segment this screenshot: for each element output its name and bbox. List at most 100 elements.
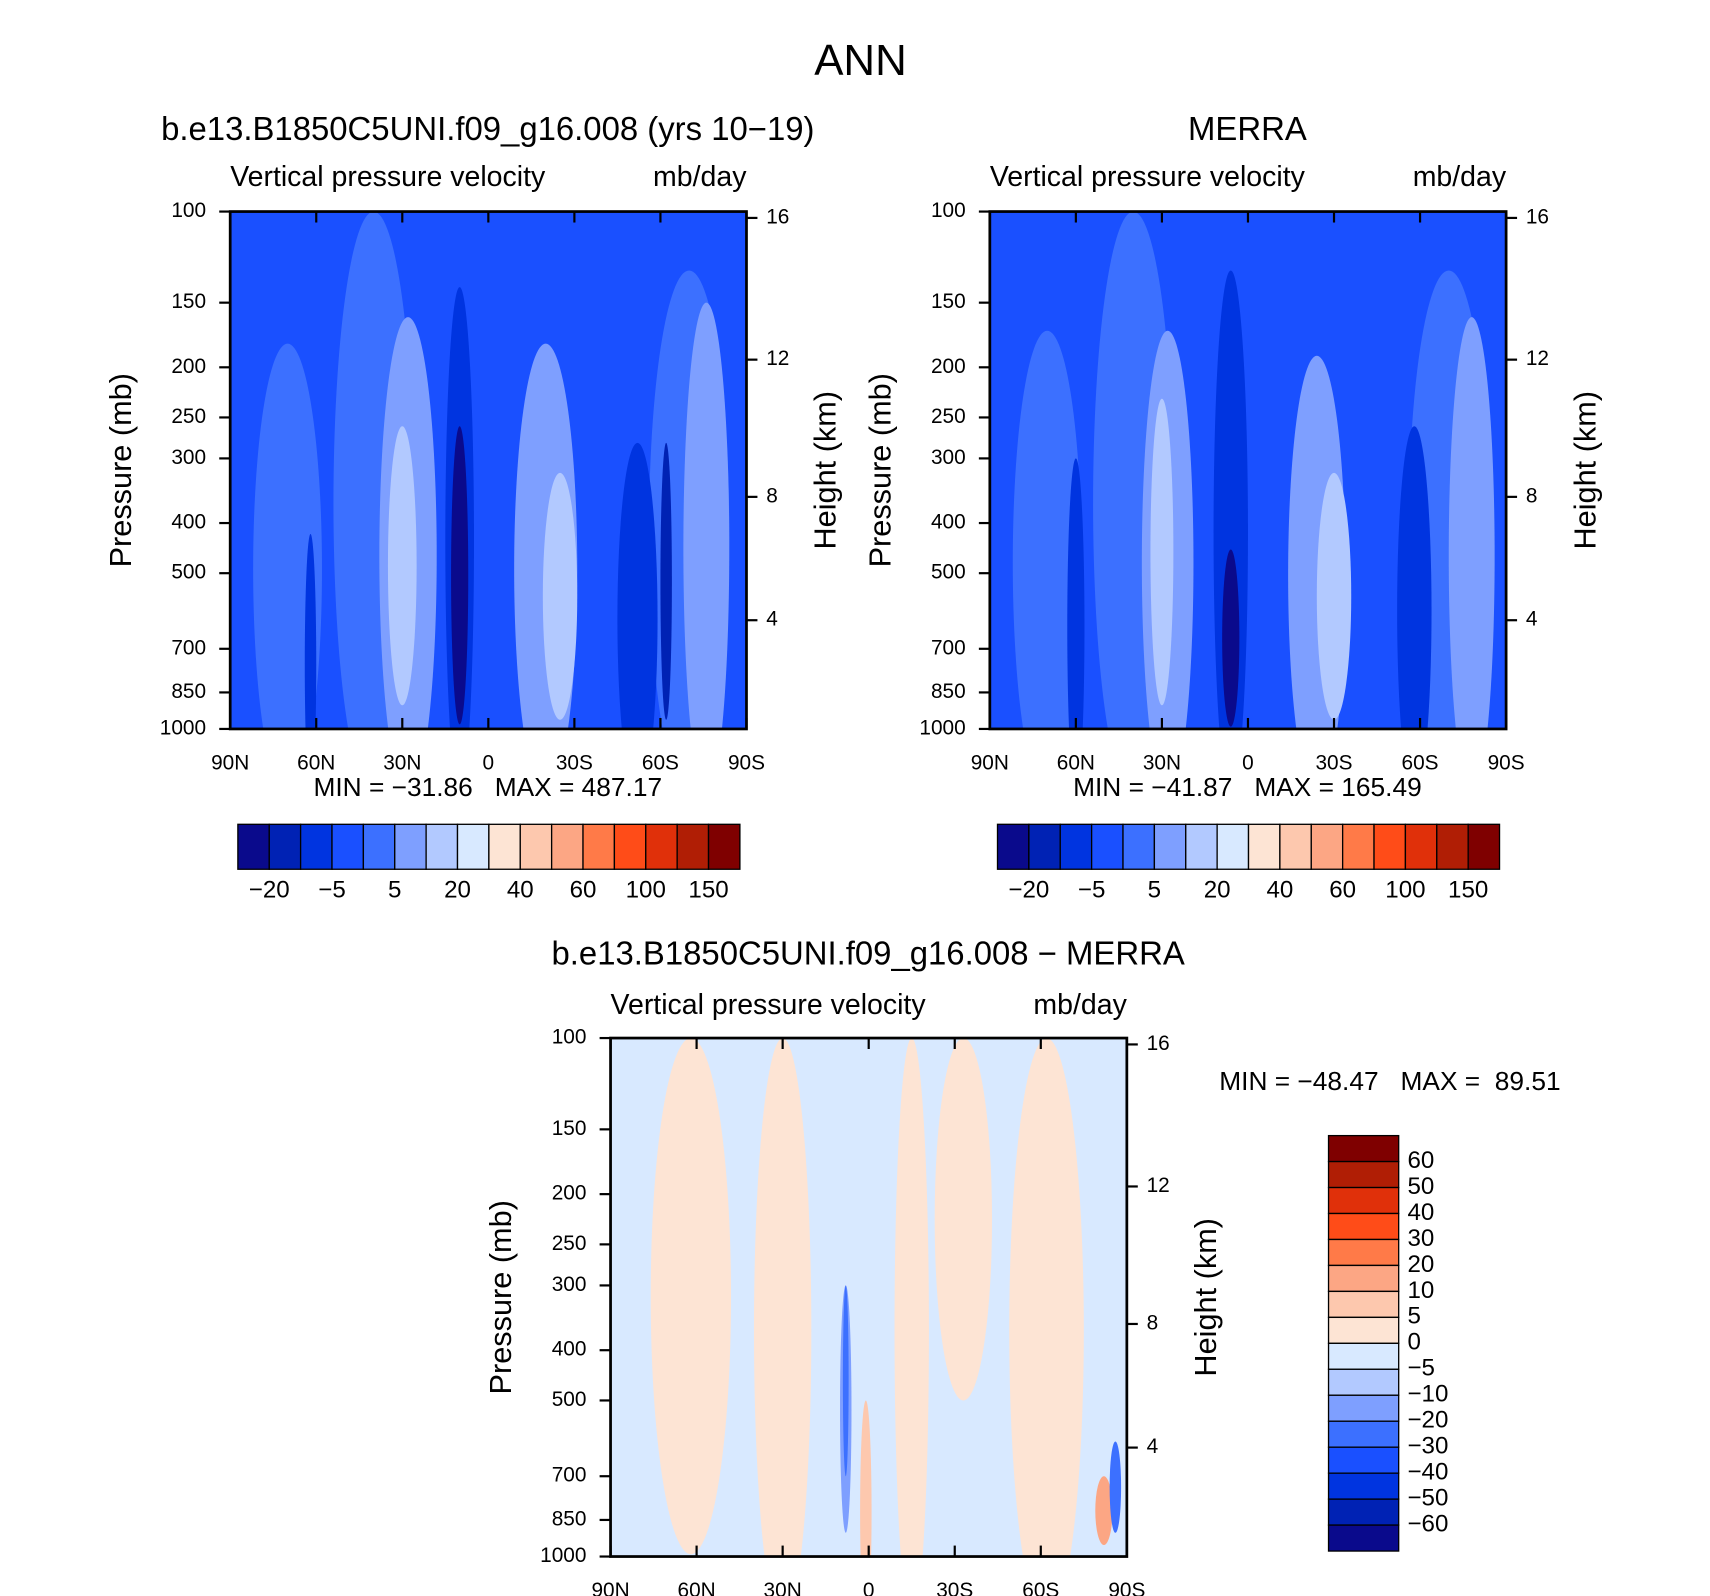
x-tick-label: 30N <box>764 1579 802 1596</box>
y-tick-label: 400 <box>552 1338 587 1361</box>
colorbar-label: 100 <box>1385 877 1425 904</box>
colorbar-box <box>1404 823 1438 870</box>
y-tick-label: 150 <box>931 290 966 313</box>
contour-region <box>1012 330 1082 729</box>
x-tick-label: 60S <box>642 752 679 775</box>
colorbar-box <box>1028 823 1061 870</box>
colorbar-label: 40 <box>507 877 534 904</box>
colorbar-box <box>1327 1316 1400 1344</box>
x-tick-label: 60N <box>297 752 335 775</box>
y2-tick-label: 12 <box>766 347 789 370</box>
colorbar-box <box>1327 1368 1400 1396</box>
y-tick-label: 300 <box>171 446 206 469</box>
y-tick-label: 200 <box>931 355 966 378</box>
x-tick-label: 90S <box>1108 1579 1145 1596</box>
contour-region <box>860 1400 872 1557</box>
y-tick-label: 700 <box>931 636 966 659</box>
y-axis-label: Pressure (mb) <box>103 373 138 567</box>
contour-region <box>1009 1038 1084 1557</box>
contour-region <box>660 442 672 720</box>
x-tick-label: 0 <box>1242 752 1254 775</box>
colorbar-label: 20 <box>1204 877 1231 904</box>
panel-units: mb/day <box>1413 161 1507 193</box>
y-tick-label: 200 <box>552 1182 587 1205</box>
contour-region <box>617 442 658 729</box>
colorbar-box <box>268 823 302 870</box>
colorbar-box <box>1467 823 1501 870</box>
colorbar-label: −20 <box>1008 877 1049 904</box>
contour-region <box>1448 317 1495 729</box>
x-tick-label: 90N <box>211 752 249 775</box>
panel-subtitle: Vertical pressure velocity <box>230 161 546 193</box>
y2-axis-label: Height (km) <box>808 391 843 550</box>
panel-title: b.e13.B1850C5UNI.f09_g16.008 − MERRA <box>552 935 1185 972</box>
x-tick-label: 90N <box>971 752 1009 775</box>
colorbar-label: 40 <box>1407 1199 1434 1226</box>
y-tick-label: 500 <box>931 561 966 584</box>
x-tick-label: 30S <box>936 1579 973 1596</box>
contour-region <box>451 426 469 725</box>
y2-tick-label: 8 <box>766 484 778 507</box>
colorbar-label: −20 <box>1407 1407 1448 1434</box>
colorbar-box <box>519 823 553 870</box>
contour-region <box>1095 1476 1113 1545</box>
y-tick-label: 400 <box>931 511 966 534</box>
x-tick-label: 30N <box>383 752 421 775</box>
y-tick-label: 250 <box>931 405 966 428</box>
colorbar-label: 60 <box>1407 1147 1434 1174</box>
colorbar-label: −5 <box>1078 877 1106 904</box>
colorbar-label: −40 <box>1407 1459 1448 1486</box>
colorbar-box <box>1327 1134 1400 1163</box>
y-tick-label: 100 <box>552 1026 587 1049</box>
y-tick-label: 150 <box>552 1117 587 1140</box>
colorbar-label: 60 <box>570 877 597 904</box>
colorbar-label: 150 <box>1448 877 1488 904</box>
colorbar-box <box>1327 1186 1400 1215</box>
y2-tick-label: 4 <box>766 608 778 631</box>
colorbar-label: 150 <box>688 877 728 904</box>
colorbar-label: 50 <box>1407 1173 1434 1200</box>
colorbar-box <box>1373 823 1407 870</box>
colorbar-box <box>1327 1446 1400 1474</box>
contour-field <box>610 1038 1127 1557</box>
min-max-annotation: MIN = −48.47 MAX = 89.51 <box>1219 1066 1560 1096</box>
colorbar-box <box>1341 823 1375 870</box>
contour-region <box>1109 1441 1122 1533</box>
y-tick-label: 850 <box>171 680 206 703</box>
colorbar-label: −50 <box>1407 1484 1448 1511</box>
colorbar-box <box>331 823 365 870</box>
x-tick-label: 90S <box>728 752 765 775</box>
y-axis-label: Pressure (mb) <box>863 373 898 567</box>
y-tick-label: 850 <box>931 680 966 703</box>
y-axis-label: Pressure (mb) <box>483 1200 518 1394</box>
y-tick-label: 1000 <box>919 716 965 739</box>
panel-subtitle: Vertical pressure velocity <box>990 161 1306 193</box>
contour-region <box>387 426 417 706</box>
y-tick-label: 250 <box>171 405 206 428</box>
colorbar-box <box>1327 1290 1400 1319</box>
colorbar-box <box>1327 1394 1400 1422</box>
y-tick-label: 100 <box>931 199 966 222</box>
colorbar-label: 0 <box>1407 1329 1420 1356</box>
y-tick-label: 150 <box>171 290 206 313</box>
colorbar-box <box>1247 823 1281 870</box>
contour-field <box>230 211 747 729</box>
y2-tick-label: 8 <box>1526 484 1538 507</box>
panel-units: mb/day <box>1033 989 1127 1021</box>
contour-region <box>1150 398 1174 706</box>
x-tick-label: 90N <box>591 1579 629 1596</box>
contour-region <box>1316 472 1352 720</box>
colorbar-box <box>488 823 521 870</box>
panel: b.e13.B1850C5UNI.f09_g16.008 (yrs 10−19)… <box>103 110 843 903</box>
colorbar-box <box>1185 823 1218 870</box>
colorbar-label: 5 <box>1407 1303 1420 1330</box>
colorbar-box <box>1327 1238 1400 1267</box>
figure-body: ANN b.e13.B1850C5UNI.f09_g16.008 (yrs 10… <box>103 36 1602 1596</box>
x-tick-label: 30S <box>1315 752 1352 775</box>
colorbar-box <box>1059 823 1093 870</box>
contour-region <box>1067 458 1085 729</box>
y-tick-label: 400 <box>171 511 206 534</box>
x-tick-label: 0 <box>483 752 495 775</box>
